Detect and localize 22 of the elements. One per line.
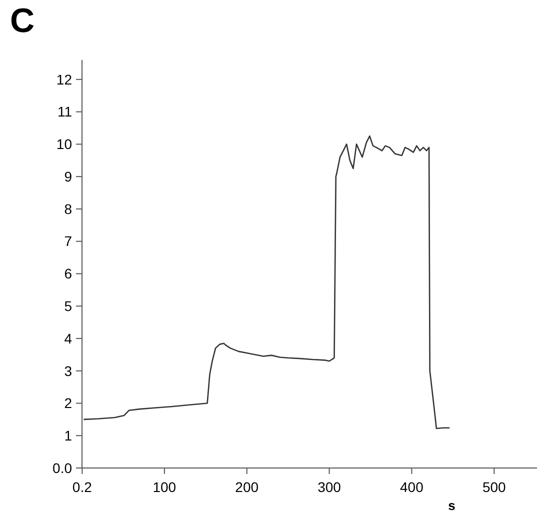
y-tick-label: 0.0: [52, 460, 72, 476]
x-tick-label: 500: [482, 479, 506, 495]
x-axis-title: s: [448, 498, 456, 513]
y-tick-label: 2: [64, 395, 72, 412]
x-tick-label: 400: [400, 479, 424, 495]
line-series: [83, 135, 450, 430]
y-tick-label: 9: [64, 168, 72, 184]
y-tick-label: 12: [56, 71, 72, 88]
y-tick-label: 10: [56, 136, 72, 152]
chart-title: C: [10, 2, 35, 40]
x-tick-label: 300: [318, 479, 342, 495]
x-tick-label: 200: [235, 479, 259, 495]
y-tick-label: 5: [64, 298, 72, 314]
y-tick-label: 6: [64, 266, 72, 282]
x-tick-label: 100: [152, 479, 176, 495]
y-tick-label: 8: [64, 200, 72, 217]
y-tick-label: 11: [57, 104, 72, 120]
y-tick-label: 1: [64, 428, 72, 444]
y-tick-label: 7: [64, 233, 72, 250]
y-tick-label: 3: [64, 362, 72, 379]
x-tick-label: 0.2: [72, 479, 92, 495]
y-tick-label: 4: [64, 330, 72, 346]
